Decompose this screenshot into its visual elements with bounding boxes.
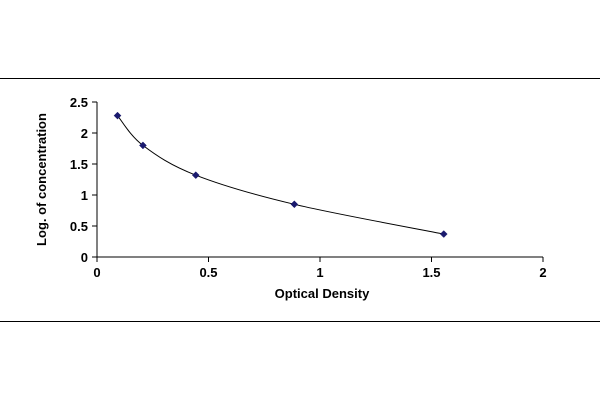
- data-point: [113, 111, 122, 120]
- y-tick-label: 2: [81, 126, 88, 141]
- y-tick-label: 1: [81, 188, 88, 203]
- y-tick-label: 0.5: [70, 219, 88, 234]
- data-point: [139, 141, 147, 150]
- y-tick-label: 1.5: [70, 157, 88, 172]
- y-axis-title: Log. of concentration: [34, 113, 49, 246]
- fitted-curve-layer: [117, 115, 444, 235]
- tick-labels-layer: 0 0.5 1 1.5 2 2.5 0 0.5 1 1.5 2: [70, 95, 547, 280]
- data-point: [439, 230, 448, 238]
- x-tick-label: 0: [93, 265, 100, 280]
- x-tick-label: 1: [316, 265, 323, 280]
- fitted-curve: [117, 115, 444, 235]
- data-point: [191, 171, 200, 180]
- y-tick-label: 0: [81, 250, 88, 265]
- x-tick-label: 1.5: [422, 265, 440, 280]
- axes: [92, 101, 544, 262]
- data-points-layer: [113, 111, 448, 238]
- x-tick-label: 0.5: [199, 265, 217, 280]
- data-point: [290, 200, 299, 209]
- y-tick-label: 2.5: [70, 95, 88, 110]
- x-tick-label: 2: [539, 265, 546, 280]
- chart-frame: 0 0.5 1 1.5 2 2.5 0 0.5 1 1.5 2 Optical Density Lo…: [0, 78, 600, 322]
- x-axis-title: Optical Density: [275, 286, 370, 301]
- chart-svg: 0 0.5 1 1.5 2 2.5 0 0.5 1 1.5 2 Optical Density Lo…: [34, 95, 547, 301]
